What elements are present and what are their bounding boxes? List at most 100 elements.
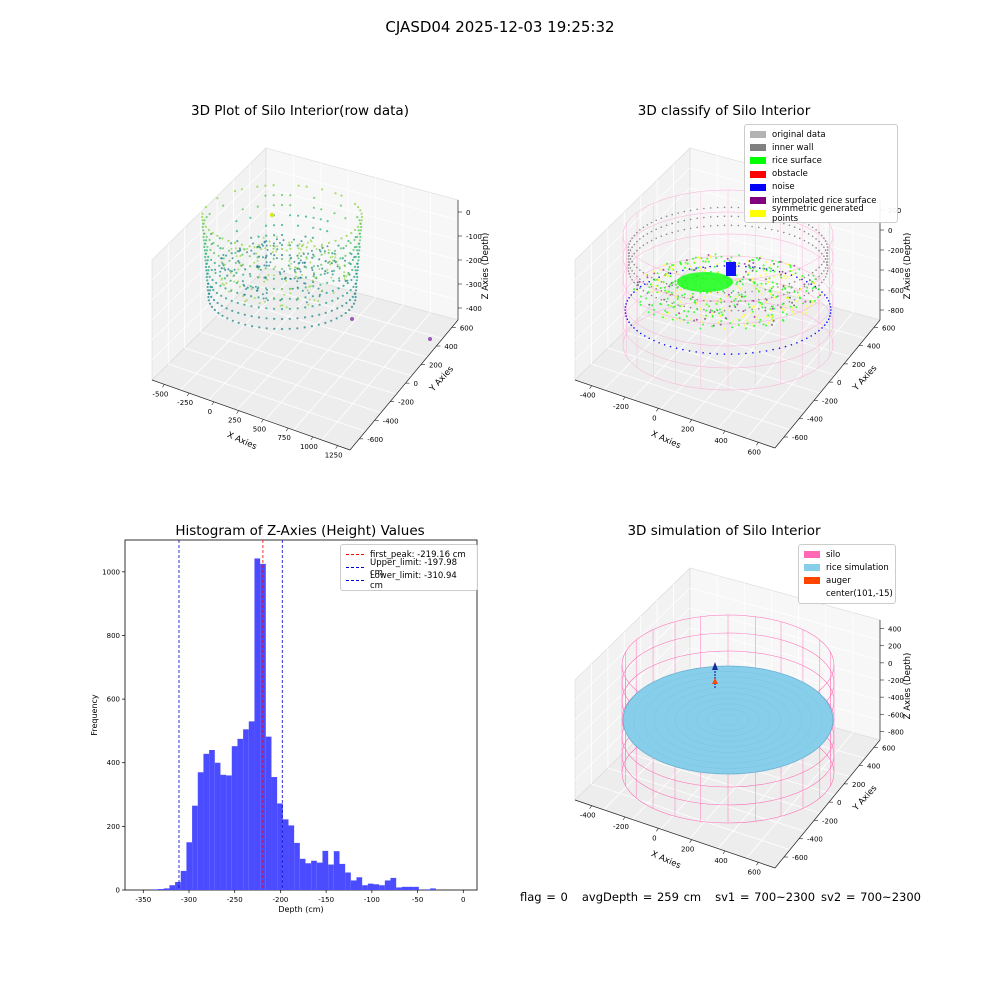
raw-data-point	[253, 261, 256, 264]
histogram-bar	[265, 736, 272, 890]
raw-data-point	[297, 184, 300, 187]
surface-point	[693, 269, 695, 272]
surface-point	[666, 311, 669, 314]
noise-point	[644, 335, 646, 337]
legend-label: Lower_limit: -310.94 cm	[370, 570, 457, 591]
surface-point	[680, 305, 683, 308]
raw-data-point	[354, 228, 357, 232]
raw-data-point	[249, 265, 252, 268]
legend-swatch	[750, 183, 766, 191]
inner-wall-point	[820, 243, 823, 246]
inner-wall-point	[660, 281, 663, 283]
surface-point	[671, 264, 673, 267]
raw-data-point	[217, 254, 220, 257]
raw-data-point	[355, 245, 358, 248]
inner-wall-point	[744, 225, 747, 227]
raw-data-point	[256, 289, 259, 292]
inner-wall-point	[628, 252, 630, 254]
surface-point	[771, 307, 774, 310]
inner-wall-point	[826, 270, 829, 272]
inner-wall-point	[807, 233, 810, 235]
y-tick-label: 600	[107, 696, 120, 704]
legend-label: silo	[826, 549, 841, 560]
raw-data-point	[353, 256, 356, 259]
x-tick-label: -150	[318, 896, 334, 904]
noise-point	[669, 272, 672, 275]
raw-data-point	[249, 275, 252, 278]
raw-data-point	[319, 228, 322, 231]
grid-line	[574, 207, 691, 321]
surface-point	[714, 253, 717, 256]
surface-point	[672, 281, 674, 284]
inner-wall-point	[696, 217, 698, 220]
y-tick-label: -200	[822, 817, 838, 825]
raw-data-point	[338, 277, 341, 280]
raw-data-point	[356, 269, 359, 272]
raw-data-point	[302, 253, 305, 255]
raw-data-point	[265, 234, 268, 237]
y-tick-label: 0	[414, 380, 418, 388]
raw-data-point	[289, 204, 292, 207]
raw-data-point	[300, 255, 303, 258]
inner-wall-point	[646, 283, 649, 285]
raw-data-point	[301, 261, 304, 264]
surface-point	[703, 269, 706, 272]
raw-data-point	[349, 241, 352, 245]
histogram-bar	[231, 746, 238, 890]
x-tick-mark	[186, 392, 190, 397]
raw-data-point	[293, 277, 296, 280]
noise-point	[829, 306, 832, 308]
raw-data-point	[320, 263, 323, 266]
surface-point	[764, 309, 767, 312]
legend-item: rice surface	[750, 154, 892, 167]
surface-point	[781, 319, 784, 321]
inner-wall-point	[631, 261, 633, 263]
inner-wall-point	[823, 279, 825, 281]
raw-data-point	[321, 289, 324, 292]
surface-point	[683, 266, 686, 269]
raw-data-point	[206, 272, 209, 275]
raw-data-point	[320, 253, 323, 256]
grid-line	[236, 290, 349, 411]
raw-data-point	[203, 245, 206, 249]
raw-data-point	[228, 259, 231, 262]
inner-wall-point	[633, 243, 636, 246]
raw-data-point	[356, 265, 360, 269]
inner-wall-point	[660, 235, 663, 237]
x-tick-mark	[689, 839, 692, 843]
x-tick-mark	[236, 410, 239, 414]
raw-data-point	[354, 269, 357, 272]
legend-line	[346, 554, 364, 556]
histogram-bar	[282, 819, 289, 890]
raw-data-point	[327, 249, 330, 251]
grid-line	[607, 347, 806, 412]
raw-data-point	[313, 273, 316, 276]
raw-data-point	[204, 225, 207, 228]
inner-wall-point	[636, 266, 638, 269]
raw-data-point	[281, 304, 284, 307]
inner-wall-point	[758, 298, 760, 301]
raw-data-point	[280, 267, 284, 271]
histogram-bar	[367, 883, 374, 890]
surface-point	[742, 276, 745, 278]
inner-wall-point	[646, 233, 649, 235]
raw-data-point	[326, 268, 329, 271]
inner-wall-point	[723, 215, 726, 218]
raw-data-point	[230, 299, 233, 302]
surface-point	[666, 262, 668, 265]
surface-point	[785, 313, 788, 316]
x-tick-mark	[756, 442, 759, 446]
raw-data-point	[239, 264, 242, 267]
raw-data-point	[241, 263, 244, 266]
raw-data-point	[303, 265, 306, 268]
raw-data-point	[234, 251, 237, 254]
surface-point	[786, 275, 789, 278]
raw-data-point	[329, 256, 332, 259]
raw-data-point	[241, 280, 244, 283]
raw-data-point	[259, 268, 262, 271]
raw-data-point	[246, 286, 249, 289]
surface-point	[738, 293, 741, 296]
surface-point	[762, 264, 765, 267]
raw-data-point	[342, 247, 345, 250]
raw-data-point	[344, 311, 347, 315]
